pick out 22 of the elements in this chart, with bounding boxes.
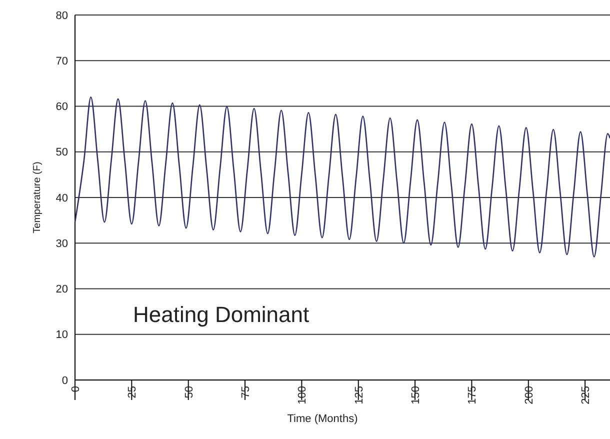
x-tick-label: 200	[523, 386, 536, 404]
y-tick-label: 30	[56, 238, 68, 250]
y-tick-label: 80	[56, 10, 68, 22]
x-tick-label: 75	[240, 386, 252, 398]
x-tick-label: 0	[70, 386, 82, 392]
y-tick-label: 70	[56, 55, 68, 68]
y-tick-label: 20	[56, 284, 68, 296]
x-axis-title: Time (Months)	[287, 413, 358, 425]
line-series	[74, 96, 610, 258]
y-tick-label: 50	[56, 146, 68, 159]
x-tick-label: 100	[296, 386, 309, 404]
y-tick-label: 0	[62, 374, 68, 387]
x-tick-label: 25	[126, 386, 139, 398]
annotation: Heating Dominant	[133, 302, 310, 327]
x-tick-label: 150	[410, 386, 422, 404]
y-axis-title: Temperature (F)	[32, 162, 43, 234]
y-tick-label: 10	[56, 329, 68, 342]
y-tick-label: 40	[56, 192, 68, 204]
x-tick-label: 125	[353, 386, 366, 404]
x-tick-label: 175	[466, 386, 479, 404]
y-tick-label: 60	[56, 101, 68, 114]
x-tick-label: 50	[183, 386, 196, 398]
